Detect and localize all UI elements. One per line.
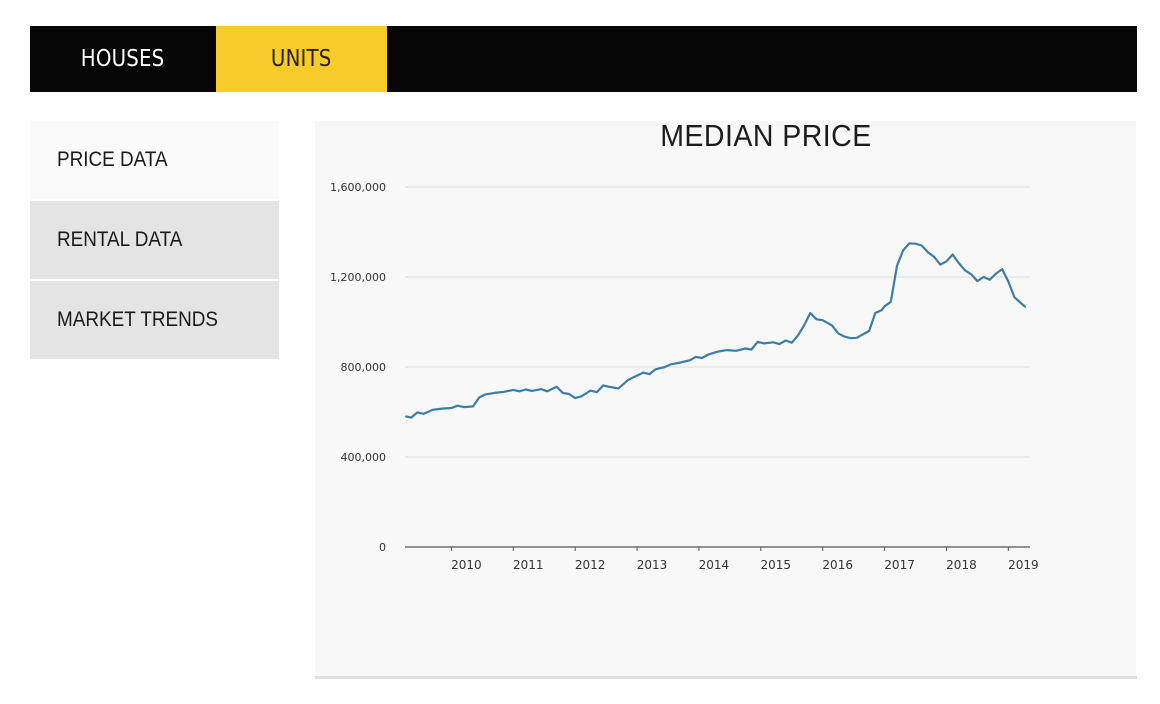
x-tick-label: 2019 <box>1008 558 1039 572</box>
chart-panel <box>315 121 1136 676</box>
x-tick-label: 2011 <box>513 558 544 572</box>
x-tick-label: 2016 <box>822 558 853 572</box>
x-tick-label: 2015 <box>761 558 792 572</box>
x-tick-label: 2018 <box>946 558 977 572</box>
chart-title-text: MEDIAN PRICE <box>659 118 872 153</box>
sidebar-item-market-trends[interactable]: MARKET TRENDS <box>30 281 279 359</box>
sidebar-item-price-data[interactable]: PRICE DATA <box>30 121 279 199</box>
x-tick-label: 2012 <box>575 558 606 572</box>
median-price-series-line <box>405 242 1027 419</box>
y-tick-label: 800,000 <box>341 361 387 374</box>
tab-houses[interactable]: HOUSES <box>30 26 216 92</box>
y-tick-label: 0 <box>379 541 386 554</box>
x-tick-label: 2010 <box>451 558 482 572</box>
sidebar-item-rental-data[interactable]: RENTAL DATA <box>30 201 279 279</box>
tab-units[interactable]: UNITS <box>216 26 387 92</box>
x-tick-label: 2014 <box>699 558 730 572</box>
x-tick-label: 2017 <box>884 558 915 572</box>
sidebar-item-label: RENTAL DATA <box>57 228 183 251</box>
sidebar-item-label: PRICE DATA <box>57 148 168 171</box>
divider <box>315 676 1137 679</box>
property-type-tabbar: HOUSES UNITS <box>30 26 1137 92</box>
y-tick-label: 1,600,000 <box>330 181 386 194</box>
y-tick-label: 400,000 <box>341 451 387 464</box>
chart-title: MEDIAN PRICE <box>315 118 1136 154</box>
x-tick-label: 2013 <box>637 558 668 572</box>
y-tick-label: 1,200,000 <box>330 271 386 284</box>
tab-units-label: UNITS <box>271 46 332 72</box>
sidebar-item-label: MARKET TRENDS <box>57 308 219 331</box>
tab-houses-label: HOUSES <box>81 46 165 72</box>
sidebar: PRICE DATA RENTAL DATA MARKET TRENDS <box>30 121 279 361</box>
